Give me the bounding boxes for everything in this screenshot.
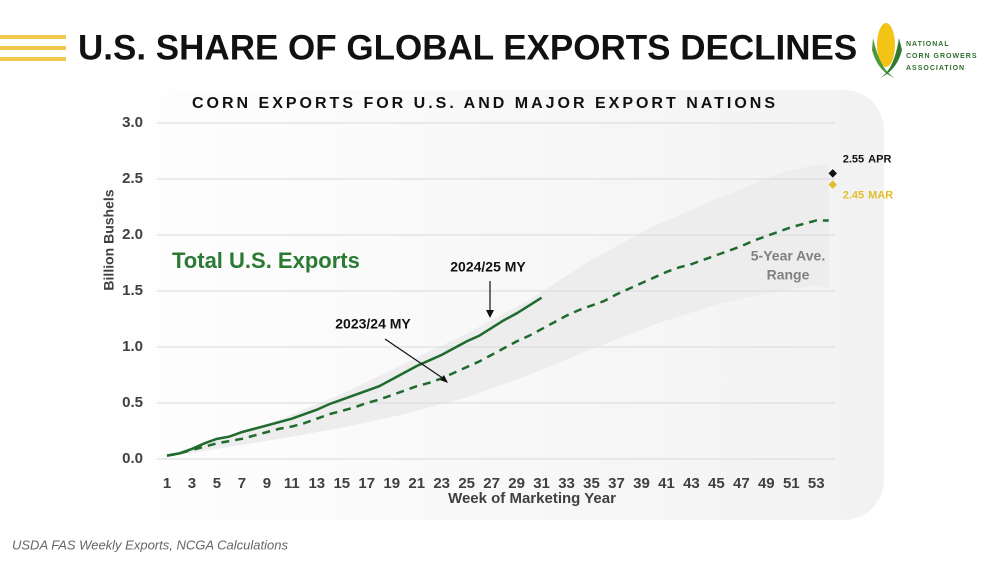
logo-text: CORN GROWERS	[906, 53, 978, 60]
x-tick-label: 37	[608, 475, 625, 492]
x-tick-label: 49	[758, 475, 775, 492]
x-tick-label: 15	[333, 475, 350, 492]
y-tick-label: 1.0	[122, 338, 143, 355]
series-label: 2023/24 MY	[335, 316, 411, 332]
chart-title: CORN EXPORTS FOR U.S. AND MAJOR EXPORT N…	[192, 95, 778, 112]
x-tick-label: 19	[383, 475, 400, 492]
y-tick-label: 2.5	[122, 170, 143, 187]
x-tick-label: 17	[358, 475, 375, 492]
slide-title: U.S. SHARE OF GLOBAL EXPORTS DECLINES	[78, 28, 857, 67]
x-tick-label: 53	[808, 475, 825, 492]
point-value: 2.55	[843, 153, 864, 165]
logo: NATIONAL CORN GROWERS ASSOCIATION	[872, 23, 978, 78]
x-tick-label: 5	[213, 475, 221, 492]
x-tick-label: 41	[658, 475, 675, 492]
arrow-head	[486, 310, 494, 318]
x-tick-label: 47	[733, 475, 750, 492]
y-tick-label: 1.5	[122, 282, 143, 299]
range-label: Range	[767, 267, 810, 283]
logo-text: ASSOCIATION	[906, 65, 965, 72]
x-tick-label: 51	[783, 475, 800, 492]
series-line	[166, 296, 543, 457]
x-tick-label: 43	[683, 475, 700, 492]
annotation: Total U.S. Exports	[172, 248, 360, 273]
x-tick-label: 7	[238, 475, 246, 492]
series-label: 2024/25 MY	[450, 259, 526, 275]
x-axis-label: Week of Marketing Year	[448, 490, 616, 507]
range-label: 5-Year Ave.	[751, 248, 825, 264]
x-tick-label: 23	[433, 475, 450, 492]
logo-text: NATIONAL	[906, 41, 950, 48]
y-tick-label: 3.0	[122, 114, 143, 131]
header-stripes	[0, 35, 66, 61]
chart-panel	[64, 90, 884, 520]
x-tick-label: 9	[263, 475, 271, 492]
x-tick-label: 1	[163, 475, 171, 492]
x-tick-label: 3	[188, 475, 196, 492]
point-label: 2.55 APR	[843, 153, 892, 165]
y-tick-label: 2.0	[122, 226, 143, 243]
point-name: MAR	[868, 190, 893, 202]
arrow	[384, 338, 445, 380]
y-tick-label: 0.5	[122, 394, 143, 411]
arrow-head	[440, 375, 448, 383]
y-tick-label: 0.0	[122, 450, 143, 467]
point-label: 2.45 MAR	[843, 190, 894, 202]
x-tick-label: 33	[558, 475, 575, 492]
x-tick-label: 25	[458, 475, 475, 492]
series-line	[166, 219, 829, 457]
source-note: USDA FAS Weekly Exports, NCGA Calculatio…	[12, 537, 288, 552]
x-tick-label: 31	[533, 475, 550, 492]
x-tick-label: 39	[633, 475, 650, 492]
x-tick-label: 45	[708, 475, 725, 492]
range-band	[166, 164, 829, 457]
point-name: APR	[868, 153, 891, 165]
x-tick-label: 21	[408, 475, 425, 492]
y-axis-label: Billion Bushels	[101, 189, 117, 290]
x-tick-label: 35	[583, 475, 600, 492]
x-tick-label: 29	[508, 475, 525, 492]
x-tick-label: 27	[483, 475, 500, 492]
x-tick-label: 13	[308, 475, 325, 492]
plot: 0.00.51.01.52.02.53.01 3 5 7 9 11 13 15 17 19 21 23…	[122, 114, 893, 492]
point-value: 2.45	[843, 190, 864, 202]
x-tick-label: 11	[284, 475, 300, 492]
